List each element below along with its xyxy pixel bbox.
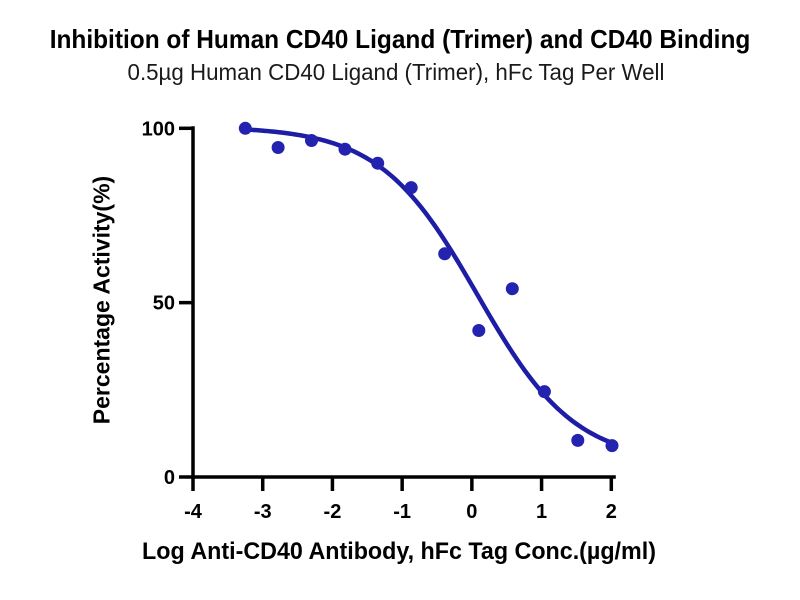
- data-point: [438, 247, 452, 261]
- y-tick-label: 100: [142, 118, 175, 140]
- data-point: [472, 324, 486, 337]
- data-point: [271, 141, 285, 154]
- y-tick-label: 50: [153, 293, 175, 315]
- x-tick-label: -1: [393, 501, 411, 523]
- data-point: [404, 181, 418, 195]
- data-point: [605, 439, 619, 453]
- x-tick-label: -3: [254, 501, 272, 523]
- chart-title: Inhibition of Human CD40 Ligand (Trimer)…: [49, 24, 751, 54]
- x-axis-title: Log Anti-CD40 Antibody, hFc Tag Conc.(µg…: [142, 538, 656, 565]
- x-tick-label: -2: [324, 501, 342, 523]
- data-point: [571, 433, 585, 447]
- x-tick-label: 0: [466, 501, 477, 523]
- data-point: [537, 385, 551, 399]
- x-tick-label: 1: [536, 501, 547, 523]
- chart-subtitle: 0.5µg Human CD40 Ligand (Trimer), hFc Ta…: [127, 59, 665, 85]
- data-point: [371, 156, 385, 170]
- data-point: [305, 134, 318, 147]
- x-tick-label: -4: [184, 501, 203, 523]
- y-tick-label: 0: [164, 467, 175, 489]
- fit-curve: [243, 127, 613, 445]
- data-point: [238, 121, 252, 135]
- data-point: [338, 142, 352, 156]
- data-point: [505, 282, 519, 296]
- x-tick-label: 2: [606, 501, 617, 523]
- axis-spine: [191, 126, 616, 479]
